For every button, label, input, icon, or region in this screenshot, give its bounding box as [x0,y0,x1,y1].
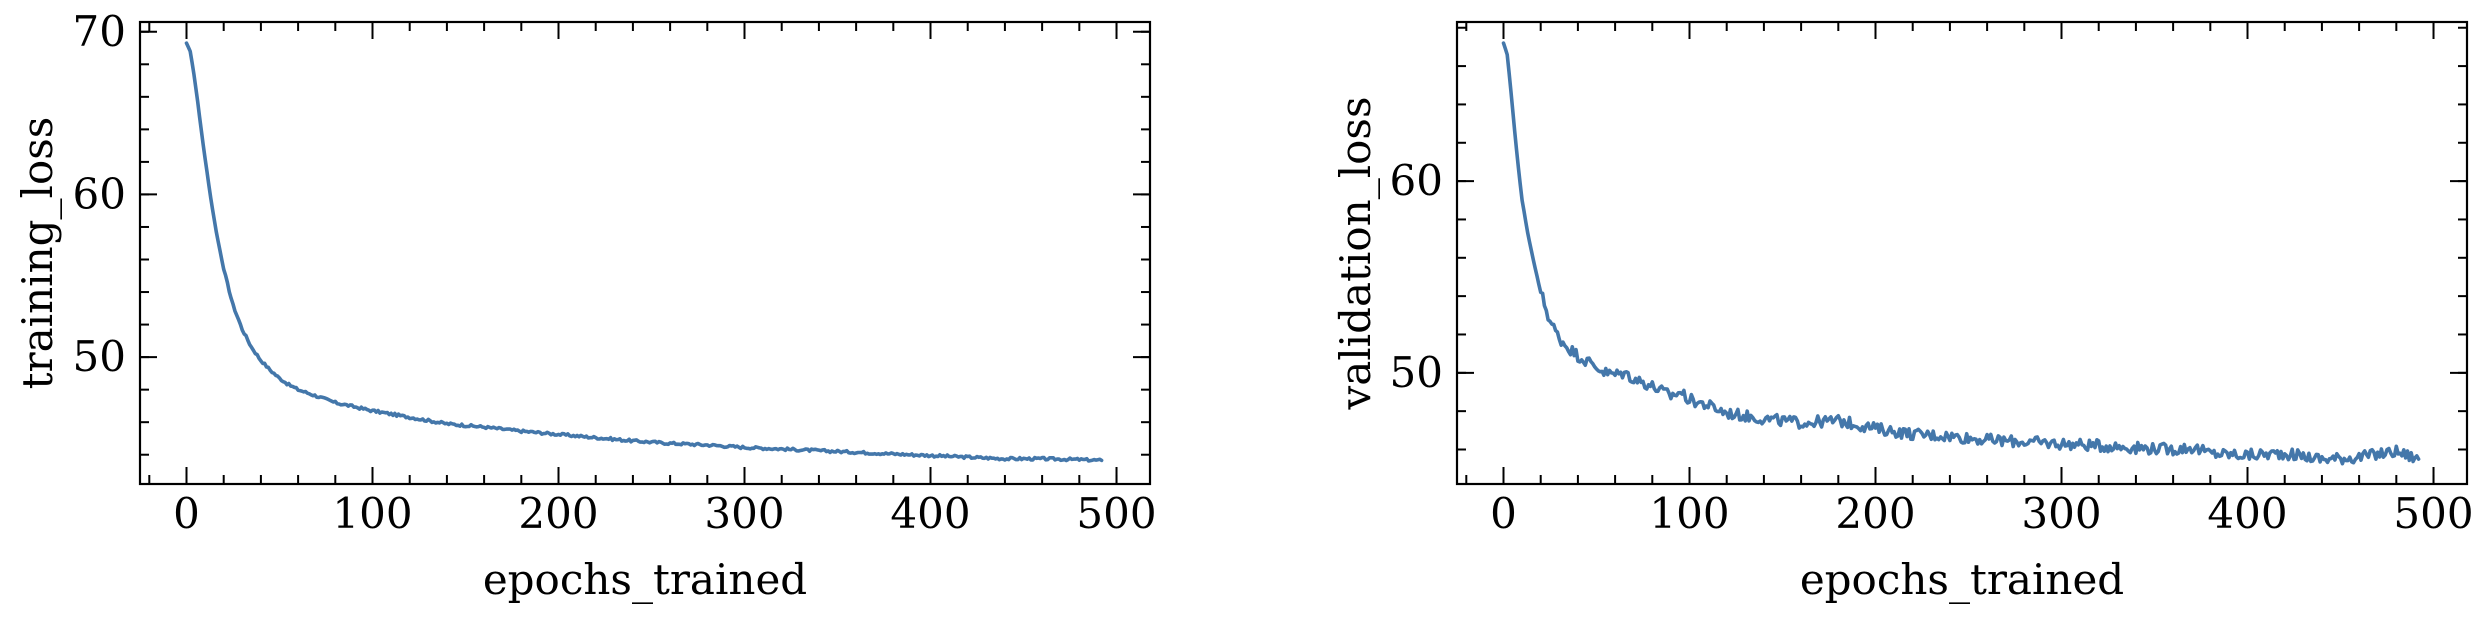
x-tick-label: 0 [173,489,200,538]
x-tick-label: 400 [890,489,970,538]
training-plot-frame [138,20,1152,486]
x-tick-label: 500 [2393,489,2473,538]
training-y-axis-label: training_loss [13,117,62,390]
x-tick-label: 200 [1835,489,1915,538]
validation-plot-frame [1455,20,2469,486]
y-tick-label: 60 [73,169,126,218]
training-x-axis-label: epochs_trained [483,555,807,604]
validation-loss-chart: 0 100 200 300 400 500 50 60 epochs_trained valida… [1331,20,2474,604]
validation-loss-line [1501,41,2421,466]
x-tick-label: 200 [518,489,598,538]
x-tick-label: 100 [1649,489,1729,538]
x-tick-label: 300 [704,489,784,538]
training-loss-chart: 0 100 200 300 400 500 50 60 70 epochs_trained trai… [13,7,1157,604]
validation-y-axis-label: validation_loss [1331,96,1380,410]
validation-x-axis-label: epochs_trained [1800,555,2124,604]
training-loss-line [184,41,1104,463]
y-tick-label: 50 [73,332,126,381]
y-tick-label: 70 [73,7,126,56]
x-tick-label: 300 [2021,489,2101,538]
x-tick-label: 0 [1490,489,1517,538]
y-tick-label: 50 [1390,348,1443,397]
x-tick-label: 400 [2207,489,2287,538]
x-tick-label: 100 [332,489,412,538]
y-tick-label: 60 [1390,156,1443,205]
x-tick-label: 500 [1076,489,1156,538]
